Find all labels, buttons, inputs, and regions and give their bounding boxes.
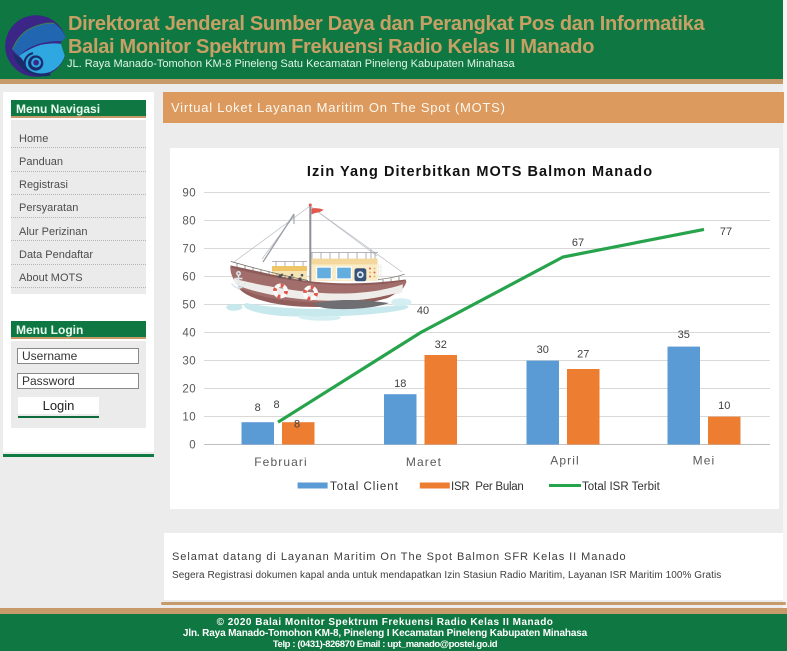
svg-text:32: 32 [435,339,447,351]
svg-text:90: 90 [182,188,196,200]
svg-text:20: 20 [182,384,196,396]
svg-text:Februari: Februari [254,455,307,469]
svg-text:8: 8 [294,419,300,431]
svg-text:30: 30 [537,344,549,356]
svg-text:10: 10 [182,412,196,424]
svg-text:27: 27 [577,349,589,361]
svg-text:ISR Per Bulan: ISR Per Bulan [451,481,524,493]
svg-text:60: 60 [182,272,196,284]
svg-text:50: 50 [182,300,196,312]
svg-text:40: 40 [182,328,196,340]
svg-text:Mei: Mei [693,454,716,468]
svg-text:Total ISR Terbit: Total ISR Terbit [582,481,661,493]
svg-text:8: 8 [273,399,279,411]
svg-text:10: 10 [718,400,730,412]
svg-text:Izin Yang Diterbitkan MOTS Bal: Izin Yang Diterbitkan MOTS Balmon Manado [307,164,653,180]
svg-text:40: 40 [417,305,429,317]
svg-text:April: April [550,454,580,468]
svg-text:18: 18 [394,378,406,390]
svg-text:0: 0 [189,440,196,452]
svg-text:Total Client: Total Client [330,481,399,493]
svg-text:35: 35 [678,329,690,341]
svg-text:67: 67 [572,237,584,249]
svg-text:80: 80 [182,216,196,228]
svg-text:77: 77 [720,226,732,238]
svg-text:70: 70 [182,244,196,256]
svg-text:30: 30 [182,356,196,368]
svg-text:8: 8 [255,402,261,414]
svg-text:Maret: Maret [406,455,442,469]
